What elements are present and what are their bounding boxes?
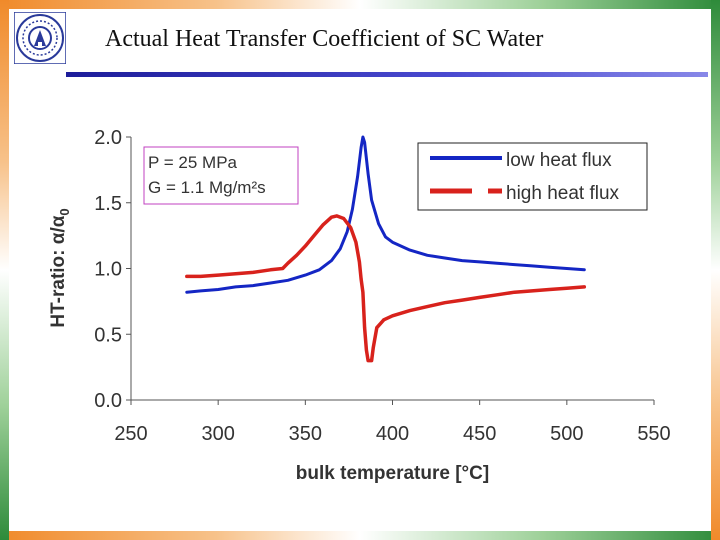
x-tick-label: 450 — [463, 423, 496, 445]
legend-box — [417, 142, 648, 211]
x-tick-label: 350 — [289, 423, 322, 445]
slide-title: Actual Heat Transfer Coefficient of SC W… — [105, 26, 544, 52]
x-tick-label: 500 — [550, 423, 583, 445]
x-tick-label: 550 — [637, 423, 670, 445]
annotation-pressure: P = 25 MPa — [148, 153, 238, 172]
y-axis-label: HT-ratio: α/α0 — [48, 208, 72, 327]
annotation-mass-flux: G = 1.1 Mg/m²s — [148, 178, 266, 197]
x-tick-label: 250 — [114, 423, 147, 445]
title-rule — [66, 72, 708, 77]
frame-left-stripe — [0, 0, 9, 540]
series-line-high-heat-flux — [185, 214, 587, 363]
frame-right-stripe — [711, 0, 720, 540]
y-tick-label: 1.5 — [94, 193, 122, 215]
y-tick-label: 0.5 — [94, 324, 122, 346]
series-line-low-heat-flux — [185, 135, 586, 294]
y-tick-label: 2.0 — [94, 127, 122, 149]
frame-top-stripe — [0, 0, 720, 9]
annotation-box — [143, 146, 299, 205]
x-tick-label: 400 — [376, 423, 409, 445]
institute-seal-logo — [14, 12, 66, 64]
legend-label-low-heat-flux: low heat flux — [506, 150, 612, 171]
y-tick-label: 1.0 — [94, 259, 122, 281]
frame-bottom-stripe — [0, 531, 720, 540]
y-tick-label: 0.0 — [94, 390, 122, 412]
x-tick-label: 300 — [201, 423, 234, 445]
x-axis-label: bulk temperature [°C] — [296, 463, 489, 484]
legend-label-high-heat-flux: high heat flux — [506, 183, 620, 204]
